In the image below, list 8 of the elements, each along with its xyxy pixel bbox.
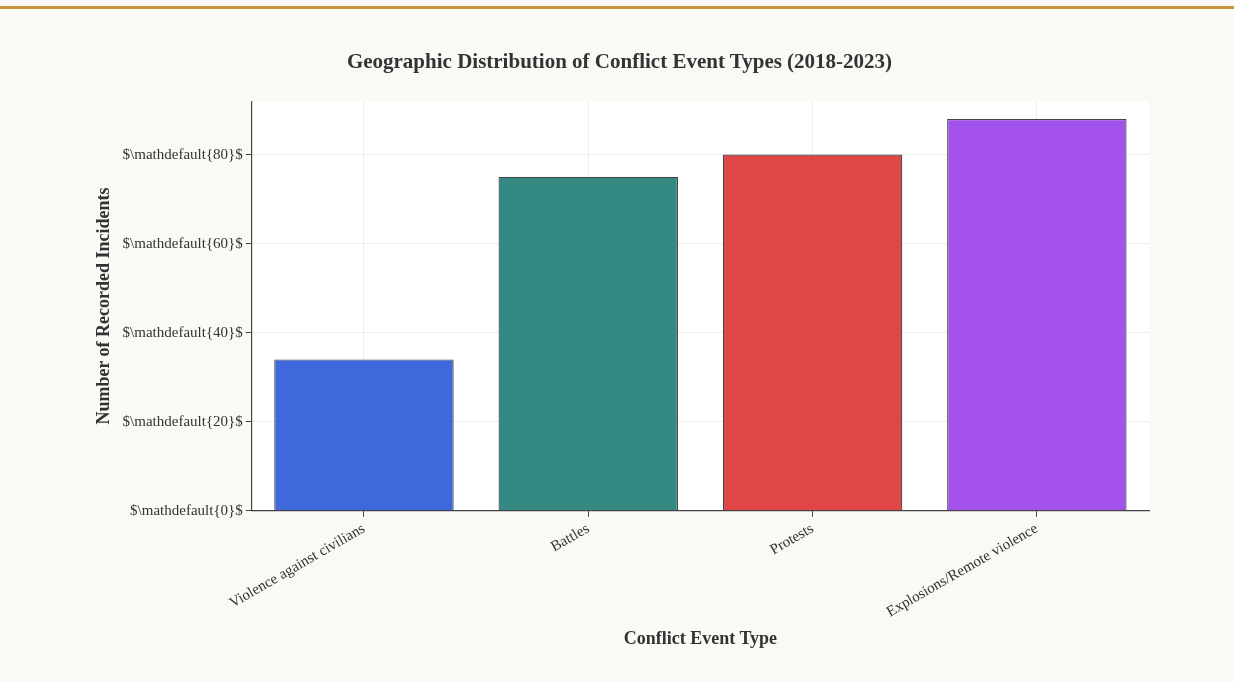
x-axis-title: Conflict Event Type — [623, 627, 778, 648]
y-tick-label: $\mathdefault{60}$ — [122, 234, 244, 251]
chart-title: Geographic Distribution of Conflict Event Types (2018-2023) — [346, 49, 893, 74]
y-axis-title: Number of Recorded Incidents — [93, 187, 114, 425]
y-tick-label: $\mathdefault{40}$ — [122, 323, 244, 340]
y-tick-label: $\mathdefault{80}$ — [122, 145, 244, 162]
y-tick-label: $\mathdefault{20}$ — [122, 412, 244, 429]
y-tick-label: $\mathdefault{0}$ — [130, 501, 244, 518]
